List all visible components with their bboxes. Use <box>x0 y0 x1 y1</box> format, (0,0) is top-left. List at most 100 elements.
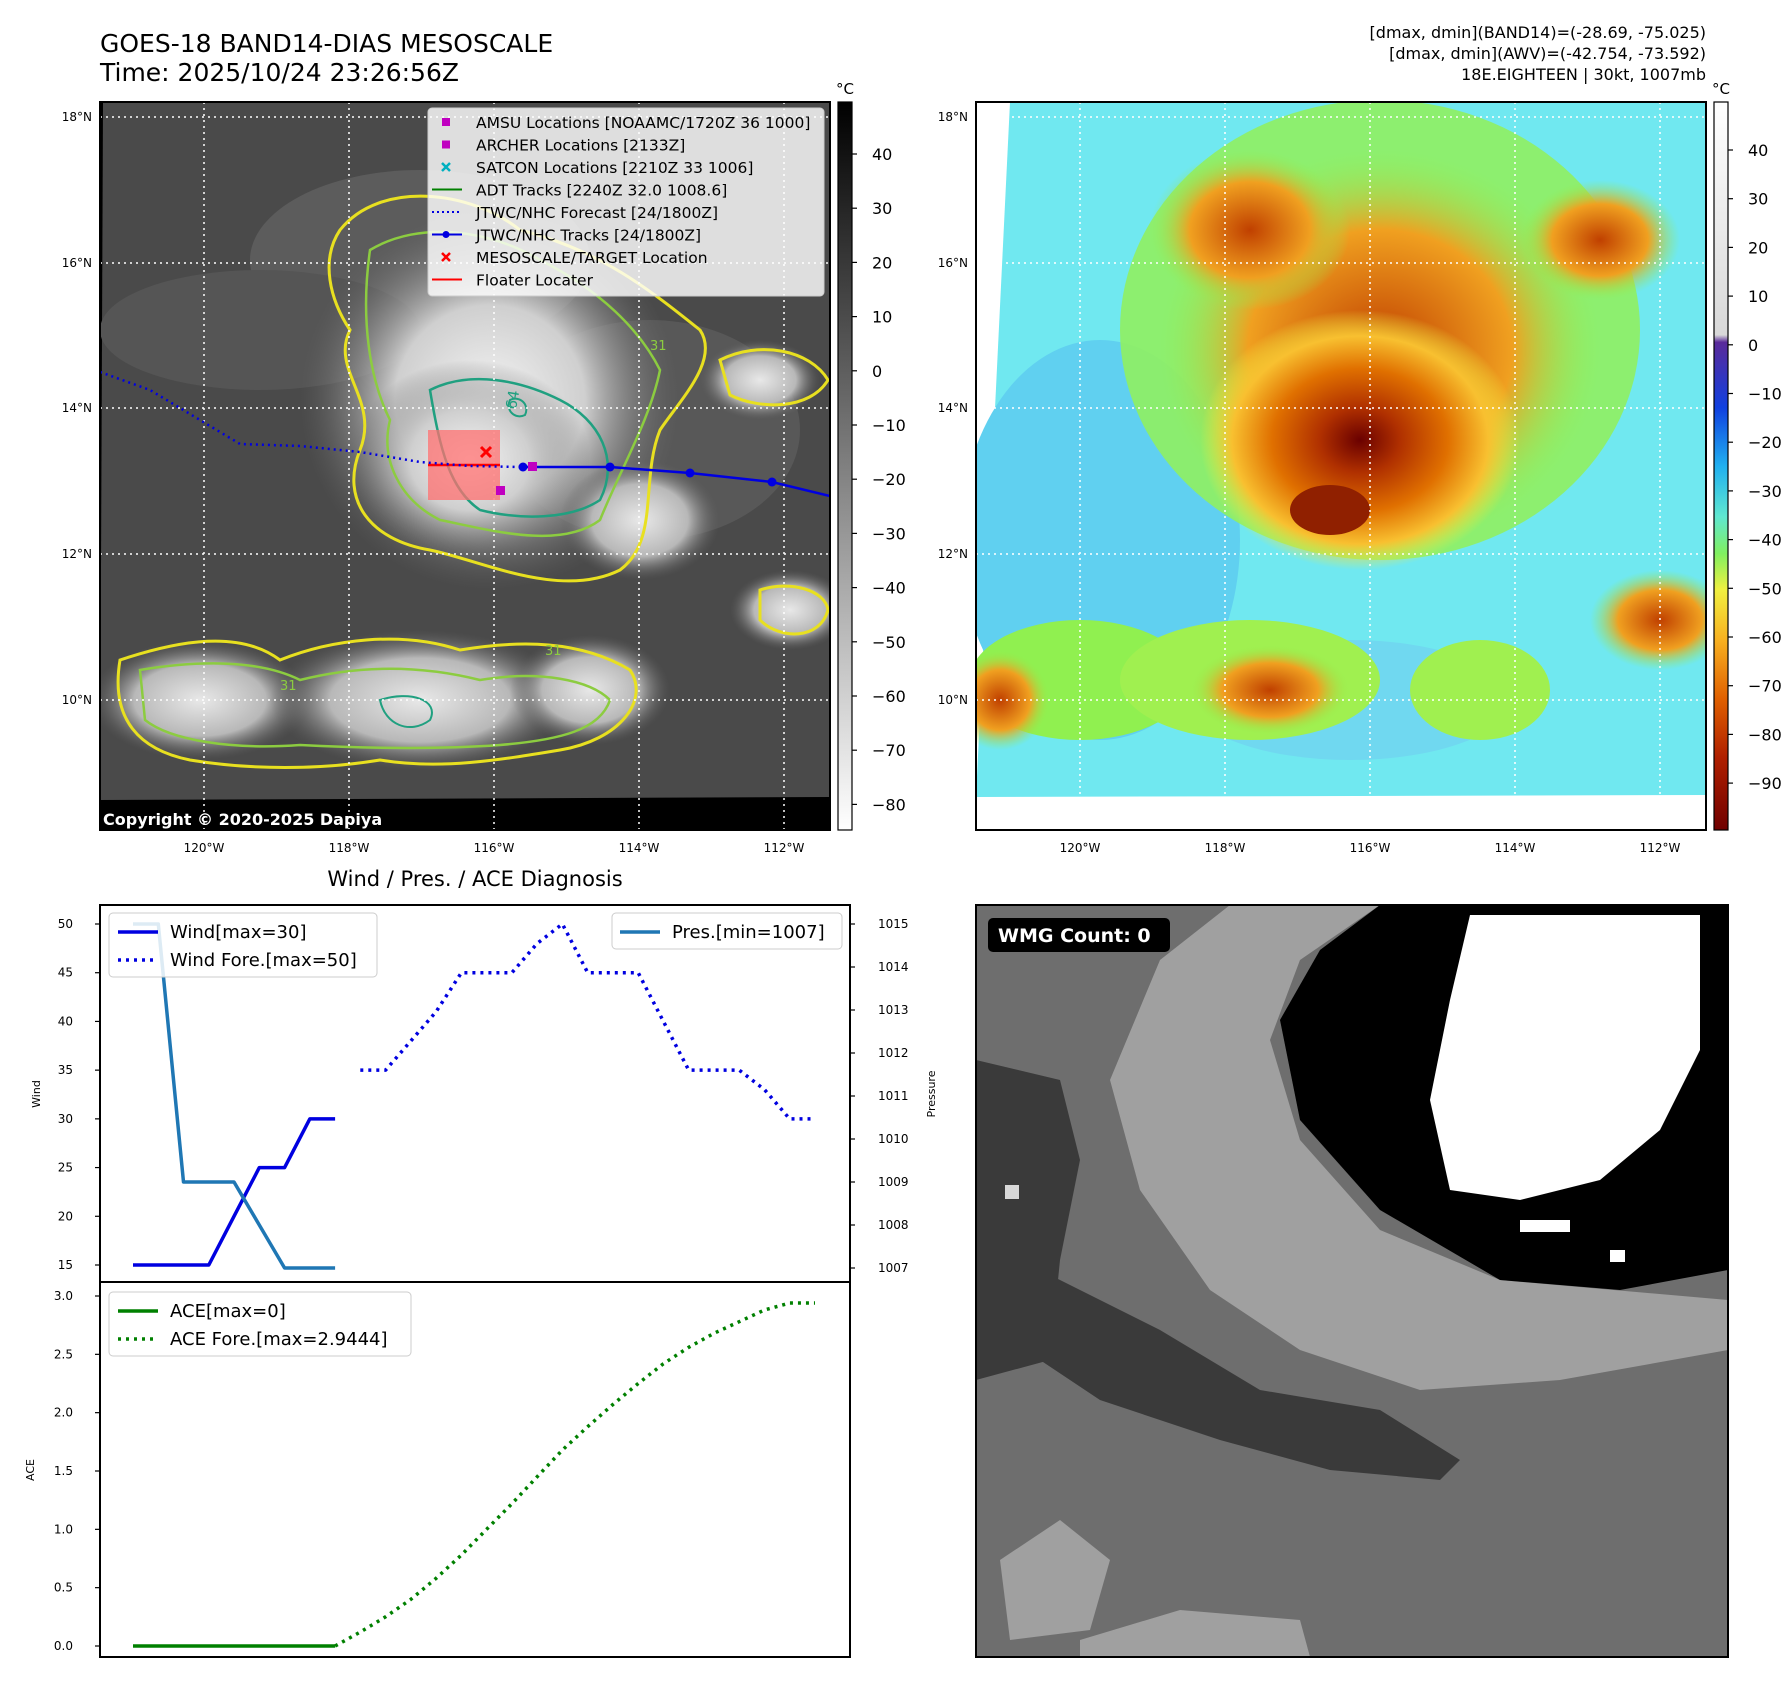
colorbar-tick-label: 30 <box>1748 190 1768 209</box>
colorbar-tick-label: −50 <box>1748 579 1782 598</box>
y-tick-label: 2.5 <box>54 1347 73 1361</box>
colorbar-tick-label: 0 <box>872 362 882 381</box>
legend-label: SATCON Locations [2210Z 33 1006] <box>476 159 753 177</box>
series-line-wind <box>133 1117 336 1267</box>
ir-map-gridlines <box>100 102 830 830</box>
awv-lat-label-18: 18°N <box>938 110 968 124</box>
awv-lat-label-12: 12°N <box>938 547 968 561</box>
y-tick-label: 35 <box>58 1063 73 1077</box>
awv-map-panel: 18°N 16°N 14°N 12°N 10°N 120°W 118°W 116… <box>938 101 1707 855</box>
colorbar-tick-label: −40 <box>1748 531 1782 550</box>
legend-label: JTWC/NHC Forecast [24/1800Z] <box>475 204 718 222</box>
y-tick-label: 3.0 <box>54 1289 73 1303</box>
lat-label-12: 12°N <box>62 547 92 561</box>
legend-item-2: SATCON Locations [2210Z 33 1006] <box>441 159 753 177</box>
lon-label-112: 112°W <box>764 841 805 855</box>
lon-label-114: 114°W <box>619 841 660 855</box>
ir-map-axes: 18°N 16°N 14°N 12°N 10°N 120°W 118°W 116… <box>62 110 805 855</box>
legend-item-1: ARCHER Locations [2133Z] <box>442 137 685 155</box>
lat-label-18: 18°N <box>62 110 92 124</box>
map-legend: AMSU Locations [NOAAMC/1720Z 36 1000] ARC… <box>427 107 825 297</box>
y2-tick-label: 1013 <box>878 1003 909 1017</box>
colorbar-tick-label: −90 <box>1748 774 1782 793</box>
colorbar-tick-label: −60 <box>872 687 906 706</box>
contour-label-31a: 31 <box>650 339 667 354</box>
pressure-legend-label: Pres.[min=1007] <box>672 922 825 943</box>
legend-square-icon <box>442 140 450 149</box>
lon-label-118: 118°W <box>329 841 370 855</box>
legend-x-icon <box>441 252 451 262</box>
y2-tick-label: 1009 <box>878 1175 909 1189</box>
colorbar-tick-label: 10 <box>1748 287 1768 306</box>
storm-info: 18E.EIGHTEEN | 30kt, 1007mb <box>1461 65 1706 84</box>
archer-marker <box>496 486 505 495</box>
colorbar-tick-label: −60 <box>1748 628 1782 647</box>
wmg-panel: WMG Count: 0 <box>975 904 1729 1658</box>
awv-lon-label-112: 112°W <box>1640 841 1681 855</box>
diagnosis-title: Wind / Pres. / ACE Diagnosis <box>327 867 622 891</box>
lat-label-14: 14°N <box>62 401 92 415</box>
y-tick-label: 25 <box>58 1161 73 1175</box>
legend-label: MESOSCALE/TARGET Location <box>476 249 708 267</box>
colorbar-tick-label: 10 <box>872 308 892 327</box>
colorbar-tick-label: 0 <box>1748 336 1758 355</box>
wmg-count-text: WMG Count: 0 <box>998 925 1151 947</box>
awv-map-axes: 18°N 16°N 14°N 12°N 10°N 120°W 118°W 116… <box>938 110 1681 855</box>
lat-label-10: 10°N <box>62 693 92 707</box>
lon-label-120: 120°W <box>184 841 225 855</box>
y2-tick-label: 1012 <box>878 1046 909 1060</box>
lat-label-16: 16°N <box>62 256 92 270</box>
legend-x-icon <box>441 162 451 172</box>
legend-dot-icon <box>442 231 450 238</box>
ace-legend: ACE[max=0] ACE Fore.[max=2.9444] <box>108 1291 412 1357</box>
colorbar-tick-label: 20 <box>872 253 892 272</box>
wind-pressure-chart: Wind Pressure 15 20 25 30 35 40 45 50 1007 1008 1… <box>30 904 938 1283</box>
wind-legend: Wind[max=30] Wind Fore.[max=50] <box>108 912 378 978</box>
contour-label-31b: 31 <box>280 679 297 694</box>
ace-chart: ACE 0.0 0.5 1.0 1.5 2.0 2.5 3.0 ACE[max=0] ACE… <box>24 1281 851 1658</box>
legend-label: AMSU Locations [NOAAMC/1720Z 36 1000] <box>476 114 810 132</box>
colorbar-tick-label: 20 <box>1748 238 1768 257</box>
awv-lon-label-116: 116°W <box>1350 841 1391 855</box>
y-tick-label: 45 <box>58 966 73 980</box>
legend-label: ADT Tracks [2240Z 32.0 1008.6] <box>476 182 727 200</box>
wind-legend-label: Wind[max=30] <box>170 922 307 943</box>
colorbar-tick-label: −70 <box>872 741 906 760</box>
target-marker <box>479 445 493 459</box>
colorbar-tick-label: −80 <box>872 795 906 814</box>
pressure-legend: Pres.[min=1007] <box>611 912 843 950</box>
ir-map-frame <box>99 101 831 831</box>
wind-axis-label: Wind <box>30 1080 43 1108</box>
awv-lon-label-120: 120°W <box>1060 841 1101 855</box>
colorbar-tick-label: 40 <box>872 145 892 164</box>
legend-item-3: ADT Tracks [2240Z 32.0 1008.6] <box>432 182 727 200</box>
legend-item-7: Floater Locater <box>432 272 594 290</box>
awv-lon-label-118: 118°W <box>1205 841 1246 855</box>
awv-imagery <box>976 102 1706 830</box>
colorbar-tick-label: −50 <box>872 633 906 652</box>
legend-item-5: JTWC/NHC Tracks [24/1800Z] <box>432 227 701 245</box>
ir-imagery: 64 31 31 31 <box>100 102 830 830</box>
awv-lat-label-14: 14°N <box>938 401 968 415</box>
legend-item-0: AMSU Locations [NOAAMC/1720Z 36 1000] <box>442 114 810 132</box>
legend-label: ARCHER Locations [2133Z] <box>476 137 685 155</box>
y2-tick-label: 1011 <box>878 1089 909 1103</box>
contour-label-31c: 31 <box>545 644 562 659</box>
y2-tick-label: 1014 <box>878 960 909 974</box>
wmg-count-badge <box>988 918 1170 952</box>
y-tick-label: 1.0 <box>54 1522 73 1536</box>
ir-map-panel: 64 31 31 31 <box>62 101 831 855</box>
color-colorbar-unit: °C <box>1712 80 1730 98</box>
y-tick-label: 40 <box>58 1014 73 1028</box>
color-colorbar: °C 40 30 20 10 0 −10 −20 −30 −40 −50 −60 −70 −80 −90 <box>1712 80 1782 831</box>
y-tick-label: 50 <box>58 917 73 931</box>
y-tick-label: 30 <box>58 1112 73 1126</box>
colorbar-tick-label: −10 <box>1748 385 1782 404</box>
y-tick-label: 20 <box>58 1209 73 1223</box>
legend-item-4: JTWC/NHC Forecast [24/1800Z] <box>432 204 718 222</box>
legend-square-icon <box>442 118 450 126</box>
wind-forecast-legend-label: Wind Fore.[max=50] <box>170 950 357 971</box>
amsu-marker <box>528 462 537 471</box>
colorbar-tick-label: 30 <box>872 199 892 218</box>
y-tick-label: 15 <box>58 1258 73 1272</box>
